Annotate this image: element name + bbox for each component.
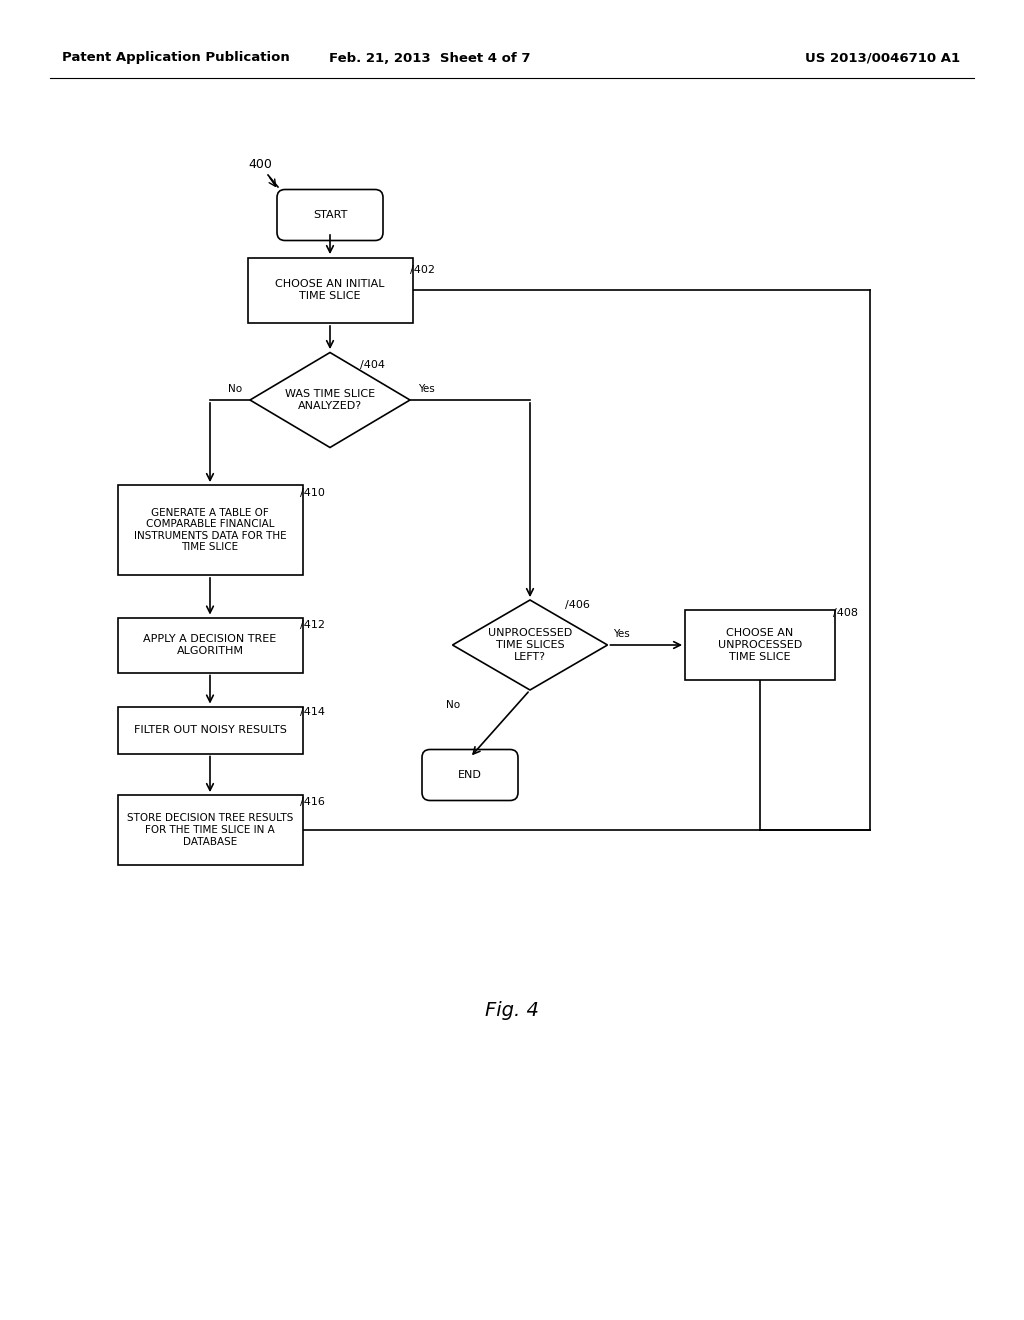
Text: Patent Application Publication: Patent Application Publication (62, 51, 290, 65)
Text: STORE DECISION TREE RESULTS
FOR THE TIME SLICE IN A
DATABASE: STORE DECISION TREE RESULTS FOR THE TIME… (127, 813, 293, 846)
Text: Feb. 21, 2013  Sheet 4 of 7: Feb. 21, 2013 Sheet 4 of 7 (330, 51, 530, 65)
Polygon shape (453, 601, 607, 690)
FancyBboxPatch shape (118, 795, 302, 865)
Text: Yes: Yes (613, 630, 630, 639)
FancyBboxPatch shape (118, 706, 302, 754)
Text: WAS TIME SLICE
ANALYZED?: WAS TIME SLICE ANALYZED? (285, 389, 375, 411)
Text: US 2013/0046710 A1: US 2013/0046710 A1 (805, 51, 961, 65)
Text: START: START (312, 210, 347, 220)
FancyBboxPatch shape (118, 484, 302, 576)
Text: ∕412: ∕412 (300, 620, 325, 630)
Polygon shape (250, 352, 410, 447)
Text: CHOOSE AN
UNPROCESSED
TIME SLICE: CHOOSE AN UNPROCESSED TIME SLICE (718, 628, 802, 661)
FancyBboxPatch shape (422, 750, 518, 800)
Text: APPLY A DECISION TREE
ALGORITHM: APPLY A DECISION TREE ALGORITHM (143, 634, 276, 656)
Text: GENERATE A TABLE OF
COMPARABLE FINANCIAL
INSTRUMENTS DATA FOR THE
TIME SLICE: GENERATE A TABLE OF COMPARABLE FINANCIAL… (134, 508, 287, 552)
FancyBboxPatch shape (118, 618, 302, 672)
Text: Fig. 4: Fig. 4 (485, 1001, 539, 1019)
Text: ∕406: ∕406 (565, 601, 590, 610)
Text: 400: 400 (248, 158, 272, 172)
Text: No: No (228, 384, 242, 393)
Text: FILTER OUT NOISY RESULTS: FILTER OUT NOISY RESULTS (133, 725, 287, 735)
FancyBboxPatch shape (685, 610, 835, 680)
Text: No: No (445, 700, 460, 710)
Text: Yes: Yes (418, 384, 435, 393)
Text: ∕402: ∕402 (410, 265, 435, 275)
Text: UNPROCESSED
TIME SLICES
LEFT?: UNPROCESSED TIME SLICES LEFT? (487, 628, 572, 661)
FancyBboxPatch shape (248, 257, 413, 322)
FancyBboxPatch shape (278, 190, 383, 240)
Text: ∕404: ∕404 (360, 360, 385, 370)
Text: END: END (458, 770, 482, 780)
Text: CHOOSE AN INITIAL
TIME SLICE: CHOOSE AN INITIAL TIME SLICE (275, 280, 385, 301)
Text: ∕408: ∕408 (833, 609, 858, 618)
Text: ∕410: ∕410 (300, 488, 325, 498)
Text: ∕416: ∕416 (300, 797, 325, 807)
Text: ∕414: ∕414 (300, 708, 325, 717)
